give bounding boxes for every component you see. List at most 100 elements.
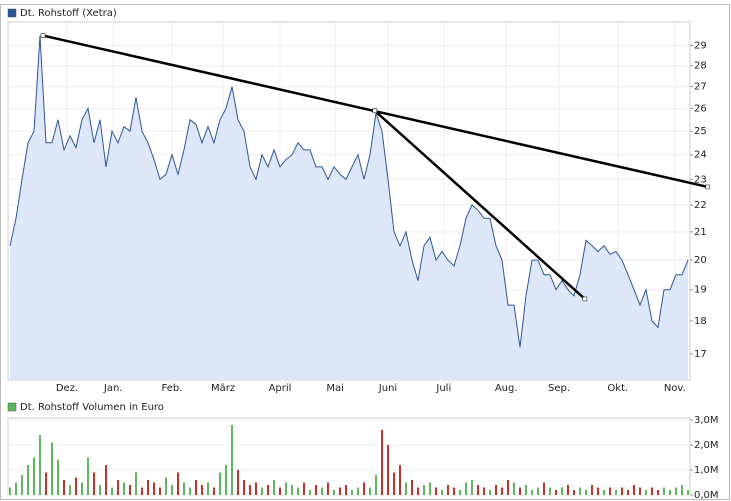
volume-bar xyxy=(621,487,623,495)
volume-bar xyxy=(429,482,431,495)
legend-label: Dt. Rohstoff Volumen in Euro xyxy=(20,402,164,413)
volume-bar xyxy=(321,487,323,495)
volume-bar xyxy=(369,487,371,495)
trend-handle xyxy=(582,296,588,302)
volume-bar xyxy=(495,485,497,495)
volume-bar xyxy=(681,485,683,495)
y-tick-label: 17 xyxy=(694,349,707,360)
volume-bar xyxy=(549,487,551,495)
x-tick-label: Feb. xyxy=(162,383,183,394)
volume-bar xyxy=(177,472,179,495)
volume-bar xyxy=(141,487,143,495)
volume-bar xyxy=(375,475,377,495)
volume-bar xyxy=(291,485,293,495)
volume-bar xyxy=(285,482,287,495)
volume-bar xyxy=(183,482,185,495)
x-tick-label: Nov. xyxy=(664,383,686,394)
y-tick-label: 20 xyxy=(694,255,707,266)
volume-bar xyxy=(63,480,65,495)
trend-handle xyxy=(372,108,378,114)
volume-bar xyxy=(465,482,467,495)
volume-bar xyxy=(417,487,419,495)
volume-bar xyxy=(81,482,83,495)
x-tick-label: Dez. xyxy=(56,383,78,394)
volume-bar xyxy=(441,490,443,495)
x-tick-label: März xyxy=(211,383,235,394)
volume-bar xyxy=(627,490,629,495)
volume-bar xyxy=(393,472,395,495)
volume-bar xyxy=(231,425,233,495)
volume-bar xyxy=(579,487,581,495)
volume-bar xyxy=(261,487,263,495)
volume-bar xyxy=(195,480,197,495)
volume-bar xyxy=(51,442,53,495)
y-tick-label: 29 xyxy=(694,40,707,51)
volume-bar xyxy=(399,465,401,495)
volume-bar xyxy=(675,487,677,495)
volume-bar xyxy=(489,490,491,495)
volume-bar xyxy=(453,487,455,495)
volume-bar xyxy=(423,485,425,495)
y-tick-label: 22 xyxy=(694,200,707,211)
x-tick-label: Jan. xyxy=(103,383,123,394)
y-tick-label: 19 xyxy=(694,285,707,296)
volume-bar xyxy=(9,487,11,495)
legend-swatch xyxy=(7,402,17,412)
volume-bar xyxy=(405,482,407,495)
volume-bar xyxy=(39,435,41,495)
volume-bar xyxy=(213,487,215,495)
x-tick-label: Okt. xyxy=(607,383,628,394)
volume-bar xyxy=(525,485,527,495)
trend-line xyxy=(373,109,586,300)
volume-bar xyxy=(99,485,101,495)
volume-bar xyxy=(513,482,515,495)
x-tick-label: Juli xyxy=(435,383,451,394)
volume-bar xyxy=(435,487,437,495)
legend-swatch xyxy=(7,8,17,18)
volume-bar xyxy=(567,485,569,495)
volume-bar xyxy=(639,487,641,495)
legend-label: Dt. Rohstoff (Xetra) xyxy=(20,8,117,19)
volume-bar xyxy=(447,485,449,495)
volume-bar xyxy=(135,472,137,495)
volume-bar xyxy=(273,480,275,495)
volume-bar xyxy=(237,470,239,495)
y-tick-label: 24 xyxy=(694,150,707,161)
y-tick-label: 2,0M xyxy=(694,440,719,451)
volume-bar xyxy=(147,480,149,495)
volume-bar xyxy=(645,490,647,495)
y-tick-label: 25 xyxy=(694,126,707,137)
volume-bar xyxy=(531,490,533,495)
volume-bar xyxy=(327,482,329,495)
volume-bar xyxy=(117,480,119,495)
volume-bar xyxy=(507,480,509,495)
y-tick-label: 28 xyxy=(694,61,707,72)
volume-bar xyxy=(123,482,125,495)
volume-bar xyxy=(15,482,17,495)
volume-bar xyxy=(129,485,131,495)
volume-bar xyxy=(471,480,473,495)
y-tick-label: 26 xyxy=(694,104,707,115)
volume-bar xyxy=(153,482,155,495)
y-tick-label: 27 xyxy=(694,82,707,93)
volume-bar xyxy=(27,465,29,495)
volume-bar xyxy=(297,487,299,495)
volume-bar xyxy=(501,487,503,495)
volume-bar xyxy=(249,485,251,495)
volume-bar xyxy=(357,487,359,495)
volume-bar xyxy=(387,445,389,495)
volume-bar xyxy=(303,482,305,495)
volume-bar xyxy=(483,487,485,495)
volume-bar xyxy=(651,487,653,495)
x-tick-label: Aug. xyxy=(495,383,518,394)
volume-bar xyxy=(45,472,47,495)
volume-bar xyxy=(561,487,563,495)
volume-bar xyxy=(669,490,671,495)
volume-bar xyxy=(363,482,365,495)
trend-handle xyxy=(40,33,46,38)
y-tick-label: 23 xyxy=(694,174,707,185)
x-tick-label: Mai xyxy=(326,383,344,394)
y-tick-label: 1,0M xyxy=(694,465,719,476)
volume-bar xyxy=(267,485,269,495)
